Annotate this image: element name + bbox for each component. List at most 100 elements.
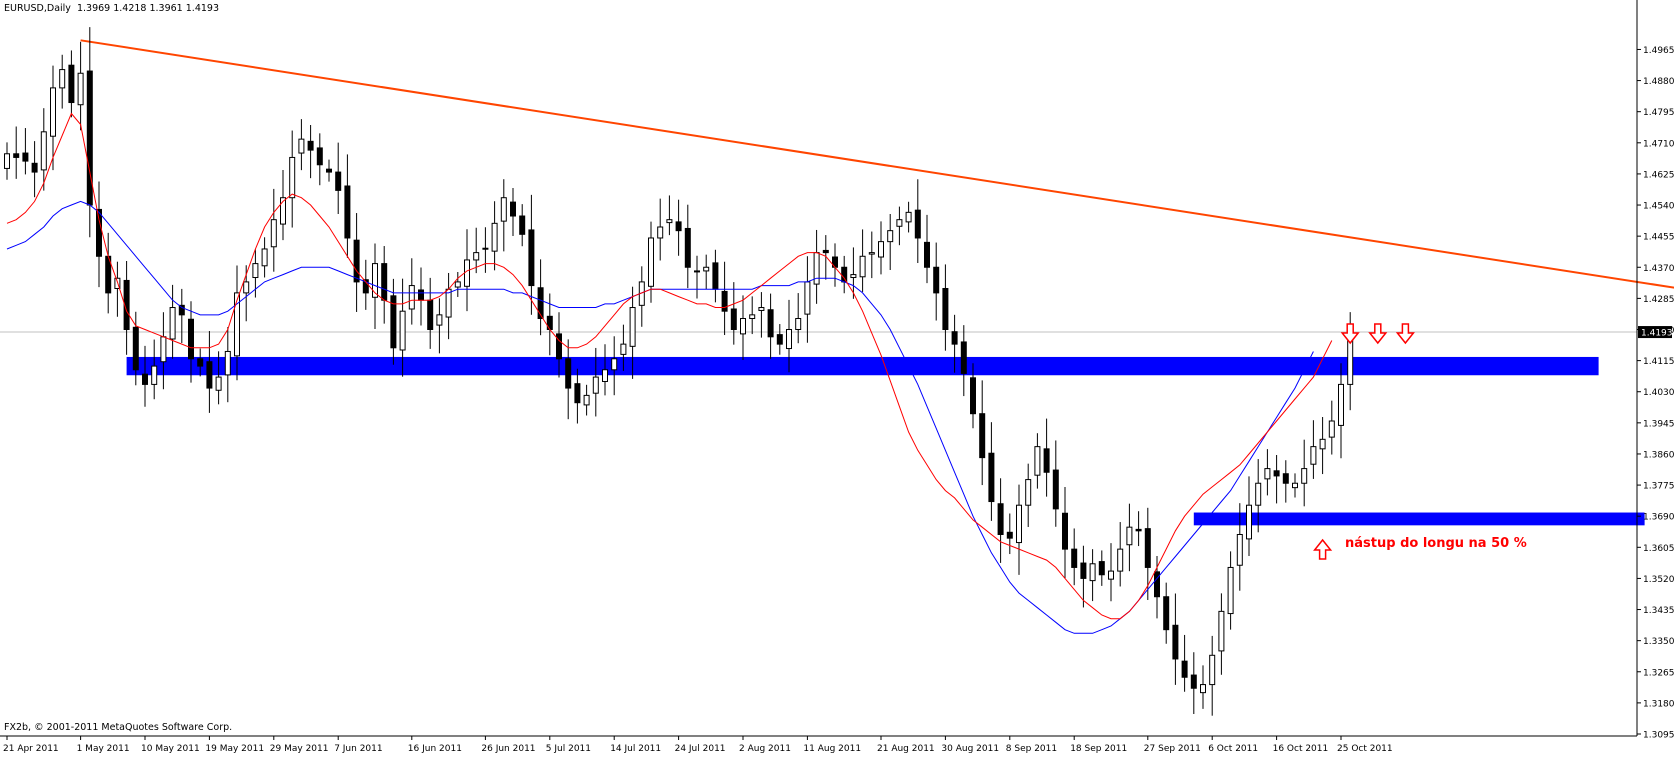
candle (1209, 635, 1216, 716)
candle (1264, 449, 1271, 496)
candle-body (215, 376, 222, 391)
candle (1172, 593, 1179, 685)
candle-body (602, 369, 608, 382)
candle-body (252, 263, 259, 279)
candle-body (353, 239, 360, 283)
candle (694, 255, 700, 299)
candle-body (1043, 448, 1050, 473)
candle (997, 478, 1004, 563)
candle (454, 271, 461, 297)
arrow-down-icon (1340, 323, 1360, 345)
time-tick-label: 26 Jun 2011 (481, 744, 535, 754)
current-price-box (1638, 326, 1672, 339)
candle-body (620, 343, 627, 355)
candle (611, 336, 618, 396)
candle-body (390, 295, 397, 349)
candle-body (887, 230, 894, 243)
candle (77, 41, 84, 131)
time-tick-label: 14 Jul 2011 (610, 744, 661, 754)
price-tick-label: 1.3520 (1643, 575, 1674, 585)
candle (537, 259, 544, 336)
candle-body (804, 281, 811, 315)
candle-body (758, 307, 765, 311)
price-tick-label: 1.4880 (1643, 77, 1674, 87)
candle (86, 27, 93, 238)
time-tick-label: 11 Aug 2011 (803, 744, 861, 754)
candle-body (648, 237, 654, 287)
candle-body (749, 314, 756, 320)
candle (353, 213, 360, 312)
candle (362, 259, 369, 310)
candle (1098, 550, 1105, 586)
candle-body (519, 215, 526, 235)
time-tick-label: 16 Oct 2011 (1273, 744, 1329, 754)
candle-body (997, 503, 1004, 535)
candle (887, 214, 894, 271)
candle (1338, 363, 1344, 459)
candle (381, 246, 388, 324)
candle (1108, 543, 1114, 602)
candle (960, 325, 967, 397)
candle-body (326, 168, 332, 173)
candle (703, 254, 710, 290)
candle-body (1089, 563, 1096, 582)
candle (712, 249, 719, 303)
price-tick-label: 1.4625 (1643, 170, 1674, 180)
candle (307, 125, 314, 179)
candle-body (1062, 512, 1068, 550)
candle (473, 227, 480, 274)
candle (1190, 652, 1197, 715)
candle (224, 327, 231, 403)
candles-layer (4, 27, 1354, 716)
candle-body (335, 171, 342, 191)
candle (1163, 582, 1170, 644)
current-price-label: 1.4193 (1641, 329, 1673, 339)
price-tick-label: 1.3095 (1643, 731, 1674, 741)
candle (942, 264, 949, 351)
candle (905, 201, 912, 233)
candle-body (59, 69, 66, 89)
candle-body (344, 185, 351, 239)
candle-body (96, 208, 102, 257)
candle-body (280, 197, 286, 225)
candle-body (408, 285, 415, 310)
candle (1025, 463, 1032, 527)
candle-body (611, 358, 618, 371)
candle-body (868, 252, 875, 255)
candle-body (822, 249, 829, 254)
candle (1154, 556, 1160, 619)
resistance-trendline (80, 39, 1674, 289)
time-tick-label: 8 Sep 2011 (1006, 744, 1057, 754)
candle-body (445, 288, 452, 318)
time-tick-label: 21 Apr 2011 (3, 744, 59, 754)
candle (4, 142, 10, 180)
candle (215, 351, 222, 405)
candle (289, 130, 296, 228)
candle-body (40, 131, 47, 171)
candle (1236, 503, 1243, 591)
candle-body (188, 318, 194, 360)
candle (657, 198, 664, 261)
candle-body (197, 358, 204, 367)
candle-body (896, 219, 903, 227)
candle-body (574, 383, 581, 404)
candle (482, 227, 489, 273)
candle-body (160, 336, 167, 363)
candle (96, 181, 102, 288)
candle (776, 324, 783, 355)
candle-body (942, 287, 949, 330)
candle-body (316, 147, 323, 166)
candle (160, 312, 167, 390)
candle-body (1135, 528, 1142, 532)
candle-body (261, 248, 268, 267)
candle (638, 266, 645, 327)
candle (234, 265, 240, 381)
candle-body (629, 307, 636, 347)
candle-body (1144, 528, 1151, 568)
candle-body (1080, 562, 1087, 579)
time-tick-label: 7 Jun 2011 (334, 744, 382, 754)
candle-body (510, 201, 516, 217)
